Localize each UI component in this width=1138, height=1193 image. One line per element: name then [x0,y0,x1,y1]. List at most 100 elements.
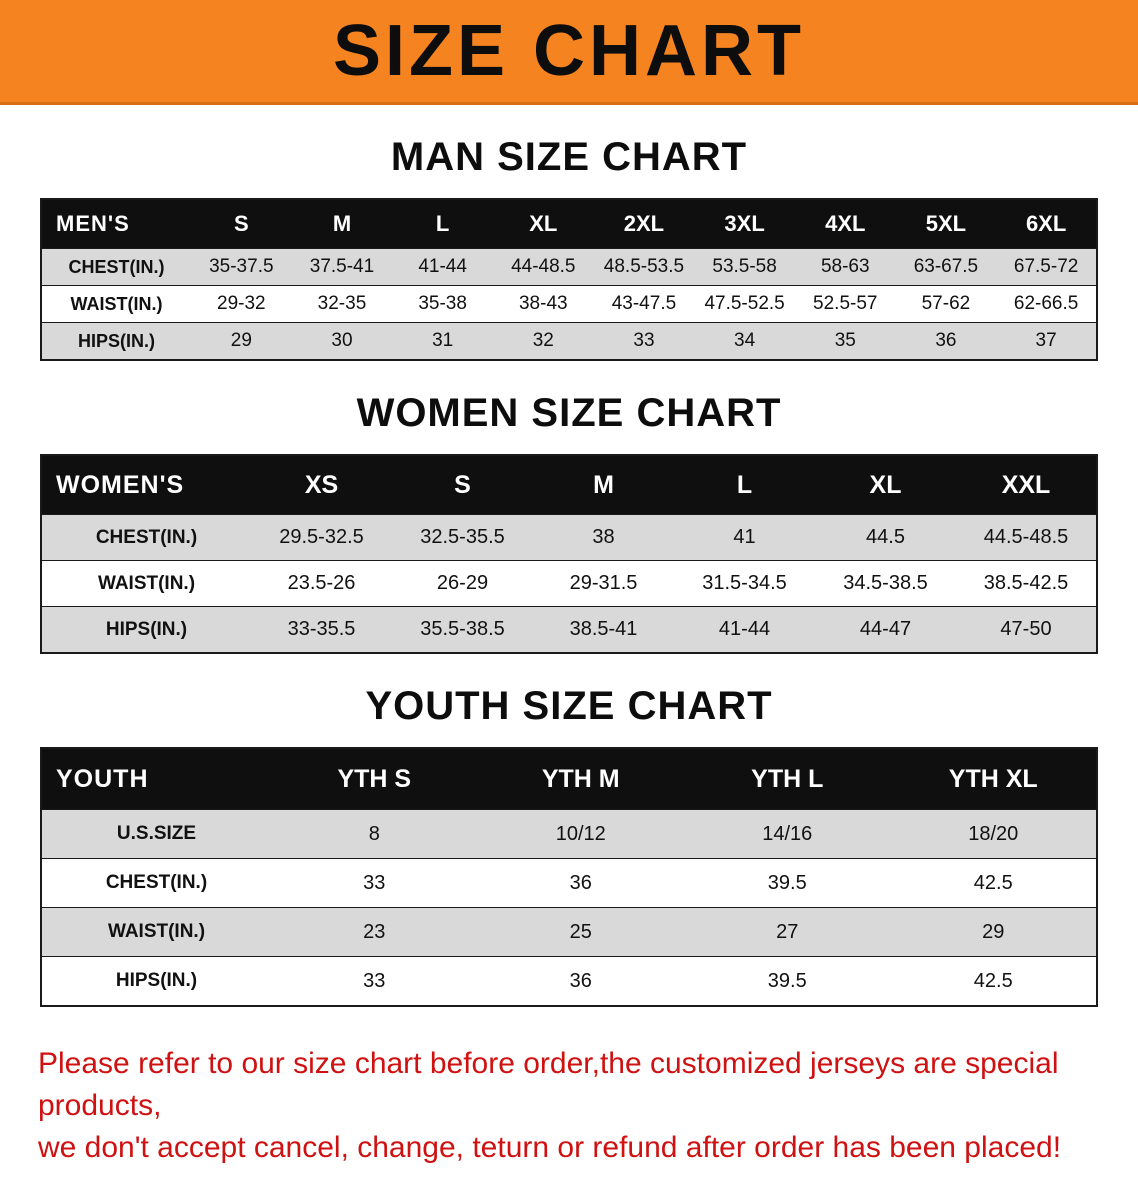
men-section-heading: MAN SIZE CHART [390,135,748,179]
table-cell: 42.5 [890,956,1097,1006]
table-cell: 44-48.5 [492,248,594,286]
row-label: CHEST(IN.) [41,514,251,561]
table-cell: 39.5 [684,858,891,908]
row-label: WAIST(IN.) [41,285,191,323]
table-cell: 36 [895,322,997,360]
table-cell: 33 [593,322,695,360]
table-cell: 38-43 [492,285,594,323]
table-cell: 29 [890,907,1097,957]
size-header-cell: YTH XL [890,748,1097,810]
table-cell: 23.5-26 [251,560,392,607]
women-chest-row: CHEST(IN.) 29.5-32.5 32.5-35.5 38 41 44.… [41,514,1097,561]
women-table-title: WOMEN'S [41,455,251,515]
table-cell: 52.5-57 [794,285,896,323]
table-cell: 42.5 [890,858,1097,908]
youth-ussize-row: U.S.SIZE 8 10/12 14/16 18/20 [41,809,1097,859]
youth-table-title: YOUTH [41,748,271,810]
table-cell: 44-47 [815,606,956,653]
women-section-heading: WOMEN SIZE CHART [356,391,782,435]
size-header-cell: XS [251,455,392,515]
row-label: WAIST(IN.) [41,560,251,607]
table-cell: 47-50 [956,606,1097,653]
table-cell: 32.5-35.5 [392,514,533,561]
table-cell: 32 [492,322,594,360]
table-cell: 38 [533,514,674,561]
table-cell: 25 [477,907,684,957]
table-cell: 37 [996,322,1097,360]
table-cell: 57-62 [895,285,997,323]
table-cell: 35.5-38.5 [392,606,533,653]
table-cell: 37.5-41 [291,248,393,286]
women-section: WOMEN SIZE CHART WOMEN'S XS S M L XL XXL… [0,391,1138,654]
order-notice-line1: Please refer to our size chart before or… [38,1047,1059,1122]
size-header-cell: 4XL [794,199,896,249]
table-cell: 43-47.5 [593,285,695,323]
size-header-cell: 2XL [593,199,695,249]
table-cell: 31.5-34.5 [674,560,815,607]
women-hips-row: HIPS(IN.) 33-35.5 35.5-38.5 38.5-41 41-4… [41,606,1097,653]
men-chest-row: CHEST(IN.) 35-37.5 37.5-41 41-44 44-48.5… [41,248,1097,286]
youth-hips-row: HIPS(IN.) 33 36 39.5 42.5 [41,956,1097,1006]
table-cell: 35-37.5 [191,248,292,286]
size-header-cell: 5XL [895,199,997,249]
youth-size-table: YOUTH YTH S YTH M YTH L YTH XL U.S.SIZE … [40,747,1098,1007]
row-label: HIPS(IN.) [41,606,251,653]
youth-chest-row: CHEST(IN.) 33 36 39.5 42.5 [41,858,1097,908]
size-header-cell: 6XL [996,199,1097,249]
table-cell: 67.5-72 [996,248,1097,286]
men-section: MAN SIZE CHART MEN'S S M L XL 2XL 3XL 4X… [0,135,1138,361]
table-cell: 39.5 [684,956,891,1006]
table-cell: 10/12 [477,809,684,859]
table-cell: 8 [271,809,478,859]
women-size-table: WOMEN'S XS S M L XL XXL CHEST(IN.) 29.5-… [40,454,1098,654]
table-cell: 34 [694,322,795,360]
table-cell: 62-66.5 [996,285,1097,323]
size-header-cell: YTH M [477,748,684,810]
table-cell: 63-67.5 [895,248,997,286]
table-cell: 38.5-42.5 [956,560,1097,607]
size-header-cell: M [533,455,674,515]
row-label: HIPS(IN.) [41,956,271,1006]
youth-header-row: YOUTH YTH S YTH M YTH L YTH XL [41,748,1097,810]
size-header-cell: YTH S [271,748,478,810]
table-cell: 26-29 [392,560,533,607]
table-cell: 36 [477,858,684,908]
table-cell: 41-44 [674,606,815,653]
men-header-row: MEN'S S M L XL 2XL 3XL 4XL 5XL 6XL [41,199,1097,249]
row-label: U.S.SIZE [41,809,271,859]
size-header-cell: XXL [956,455,1097,515]
table-cell: 14/16 [684,809,891,859]
row-label: HIPS(IN.) [41,322,191,360]
size-header-cell: XL [815,455,956,515]
table-cell: 47.5-52.5 [694,285,795,323]
table-cell: 33 [271,956,478,1006]
size-chart-page: SIZE CHART MAN SIZE CHART MEN'S S M L XL… [0,0,1138,1164]
table-cell: 38.5-41 [533,606,674,653]
row-label: CHEST(IN.) [41,248,191,286]
table-cell: 30 [291,322,393,360]
size-header-cell: XL [492,199,594,249]
table-cell: 32-35 [291,285,393,323]
table-cell: 29 [191,322,292,360]
table-cell: 48.5-53.5 [593,248,695,286]
table-cell: 29-31.5 [533,560,674,607]
table-cell: 41 [674,514,815,561]
youth-section-heading: YOUTH SIZE CHART [365,684,773,728]
men-hips-row: HIPS(IN.) 29 30 31 32 33 34 35 36 37 [41,322,1097,360]
table-cell: 29.5-32.5 [251,514,392,561]
table-cell: 33 [271,858,478,908]
table-cell: 44.5-48.5 [956,514,1097,561]
men-waist-row: WAIST(IN.) 29-32 32-35 35-38 38-43 43-47… [41,285,1097,323]
table-cell: 58-63 [794,248,896,286]
size-header-cell: YTH L [684,748,891,810]
size-header-cell: L [392,199,493,249]
table-cell: 34.5-38.5 [815,560,956,607]
table-cell: 18/20 [890,809,1097,859]
table-cell: 31 [392,322,493,360]
size-header-cell: M [291,199,393,249]
table-cell: 23 [271,907,478,957]
row-label: WAIST(IN.) [41,907,271,957]
table-cell: 53.5-58 [694,248,795,286]
banner: SIZE CHART [0,0,1138,105]
size-header-cell: 3XL [694,199,795,249]
